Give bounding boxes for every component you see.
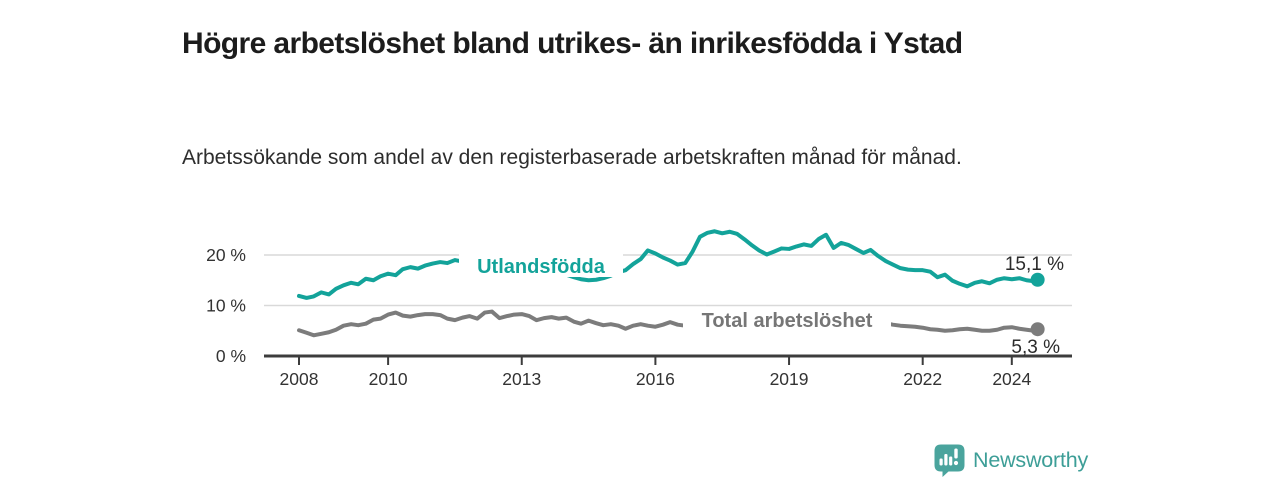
- utlandsfodda-end-value-label: 15,1 %: [1005, 254, 1064, 275]
- total-series-label: Total arbetslöshet: [702, 310, 873, 332]
- utlandsfodda-endpoint-dot: [1030, 272, 1045, 287]
- x-tick-label: 2008: [280, 369, 319, 389]
- x-tick-label: 2024: [992, 369, 1031, 389]
- utlandsfodda-series-label: Utlandsfödda: [477, 256, 606, 278]
- x-tick-label: 2019: [770, 369, 809, 389]
- total-label-mask: [683, 308, 891, 332]
- x-tick-label: 2016: [636, 369, 675, 389]
- x-tick-label: 2013: [502, 369, 541, 389]
- chart-subtitle: Arbetssökande som andel av den registerb…: [182, 146, 962, 169]
- newsworthy-logo: Newsworthy: [934, 444, 1088, 477]
- y-tick-label: 20 %: [206, 245, 246, 265]
- total-end-value-label: 5,3 %: [1011, 337, 1060, 358]
- newsworthy-brand-text: Newsworthy: [973, 448, 1089, 472]
- utlandsfodda-line: [297, 229, 1040, 300]
- x-axis-ticks: 2008 2010 2013 2016 2019 2022 2024: [280, 356, 1032, 389]
- gridlines: [264, 254, 1072, 307]
- newsworthy-chart-bubble-icon: [934, 444, 965, 477]
- total-unemployment-line: [297, 309, 1040, 338]
- x-tick-label: 2022: [903, 369, 942, 389]
- total-endpoint-dot: [1030, 322, 1045, 337]
- utlandsfodda-label-mask: [459, 254, 623, 277]
- page-title: Högre arbetslöshet bland utrikes- än inr…: [182, 27, 963, 61]
- y-tick-label: 10 %: [206, 296, 246, 316]
- y-axis-labels: 0 % 10 % 20 %: [206, 245, 246, 366]
- x-tick-label: 2010: [369, 369, 408, 389]
- y-tick-label: 0 %: [216, 346, 246, 366]
